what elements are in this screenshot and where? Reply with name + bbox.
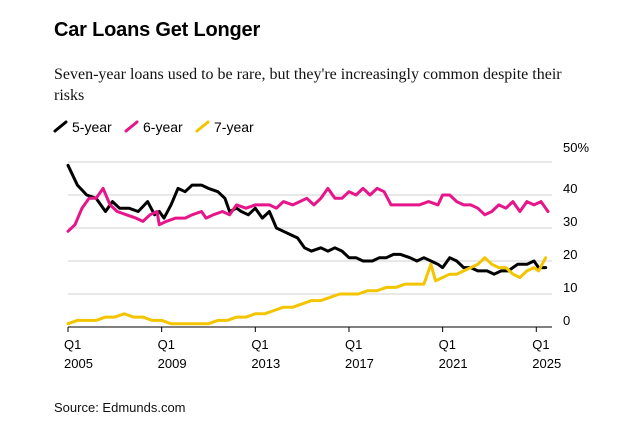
x-tick-year: 2013 (251, 356, 280, 371)
legend-swatch-7-year (195, 120, 210, 133)
y-tick-label: 40 (563, 181, 577, 196)
legend-label-6-year: 6-year (143, 119, 183, 135)
x-tick-year: 2021 (439, 356, 468, 371)
x-tick-year: 2005 (64, 356, 93, 371)
y-tick-label: 50% (563, 140, 589, 155)
y-tick-label: 0 (563, 313, 570, 328)
chart-title: Car Loans Get Longer (54, 19, 261, 41)
x-tick-year: 2009 (158, 356, 187, 371)
x-tick-quarter: Q1 (158, 337, 175, 352)
legend-swatch-5-year (53, 120, 68, 133)
y-tick-label: 30 (563, 214, 577, 229)
x-tick-year: 2017 (345, 356, 374, 371)
series-line-7-year (66, 256, 548, 326)
source-note: Source: Edmunds.com (54, 400, 186, 415)
legend-label-7-year: 7-year (214, 119, 254, 135)
x-tick-quarter: Q1 (345, 337, 362, 352)
x-axis: Q1 2005 Q1 2009 Q1 2013 Q1 2017 Q1 2021 Q1 2025 (64, 326, 561, 371)
x-tick-quarter: Q1 (532, 337, 549, 352)
y-tick-label: 10 (563, 280, 577, 295)
legend: 5-year 6-year 7-year (53, 119, 254, 135)
gridlines (68, 161, 552, 295)
series-lines (66, 163, 550, 326)
x-tick-quarter: Q1 (64, 337, 81, 352)
legend-label-5-year: 5-year (72, 119, 112, 135)
chart-subtitle: Seven-year loans used to be rare, but th… (54, 66, 562, 104)
y-axis: 0 10 20 30 40 50% (563, 140, 589, 328)
x-tick-quarter: Q1 (439, 337, 456, 352)
x-tick-year: 2025 (532, 356, 561, 371)
series-line-6-year (66, 186, 550, 233)
x-tick-quarter: Q1 (251, 337, 268, 352)
legend-swatch-6-year (124, 120, 139, 133)
y-tick-label: 20 (563, 247, 577, 262)
